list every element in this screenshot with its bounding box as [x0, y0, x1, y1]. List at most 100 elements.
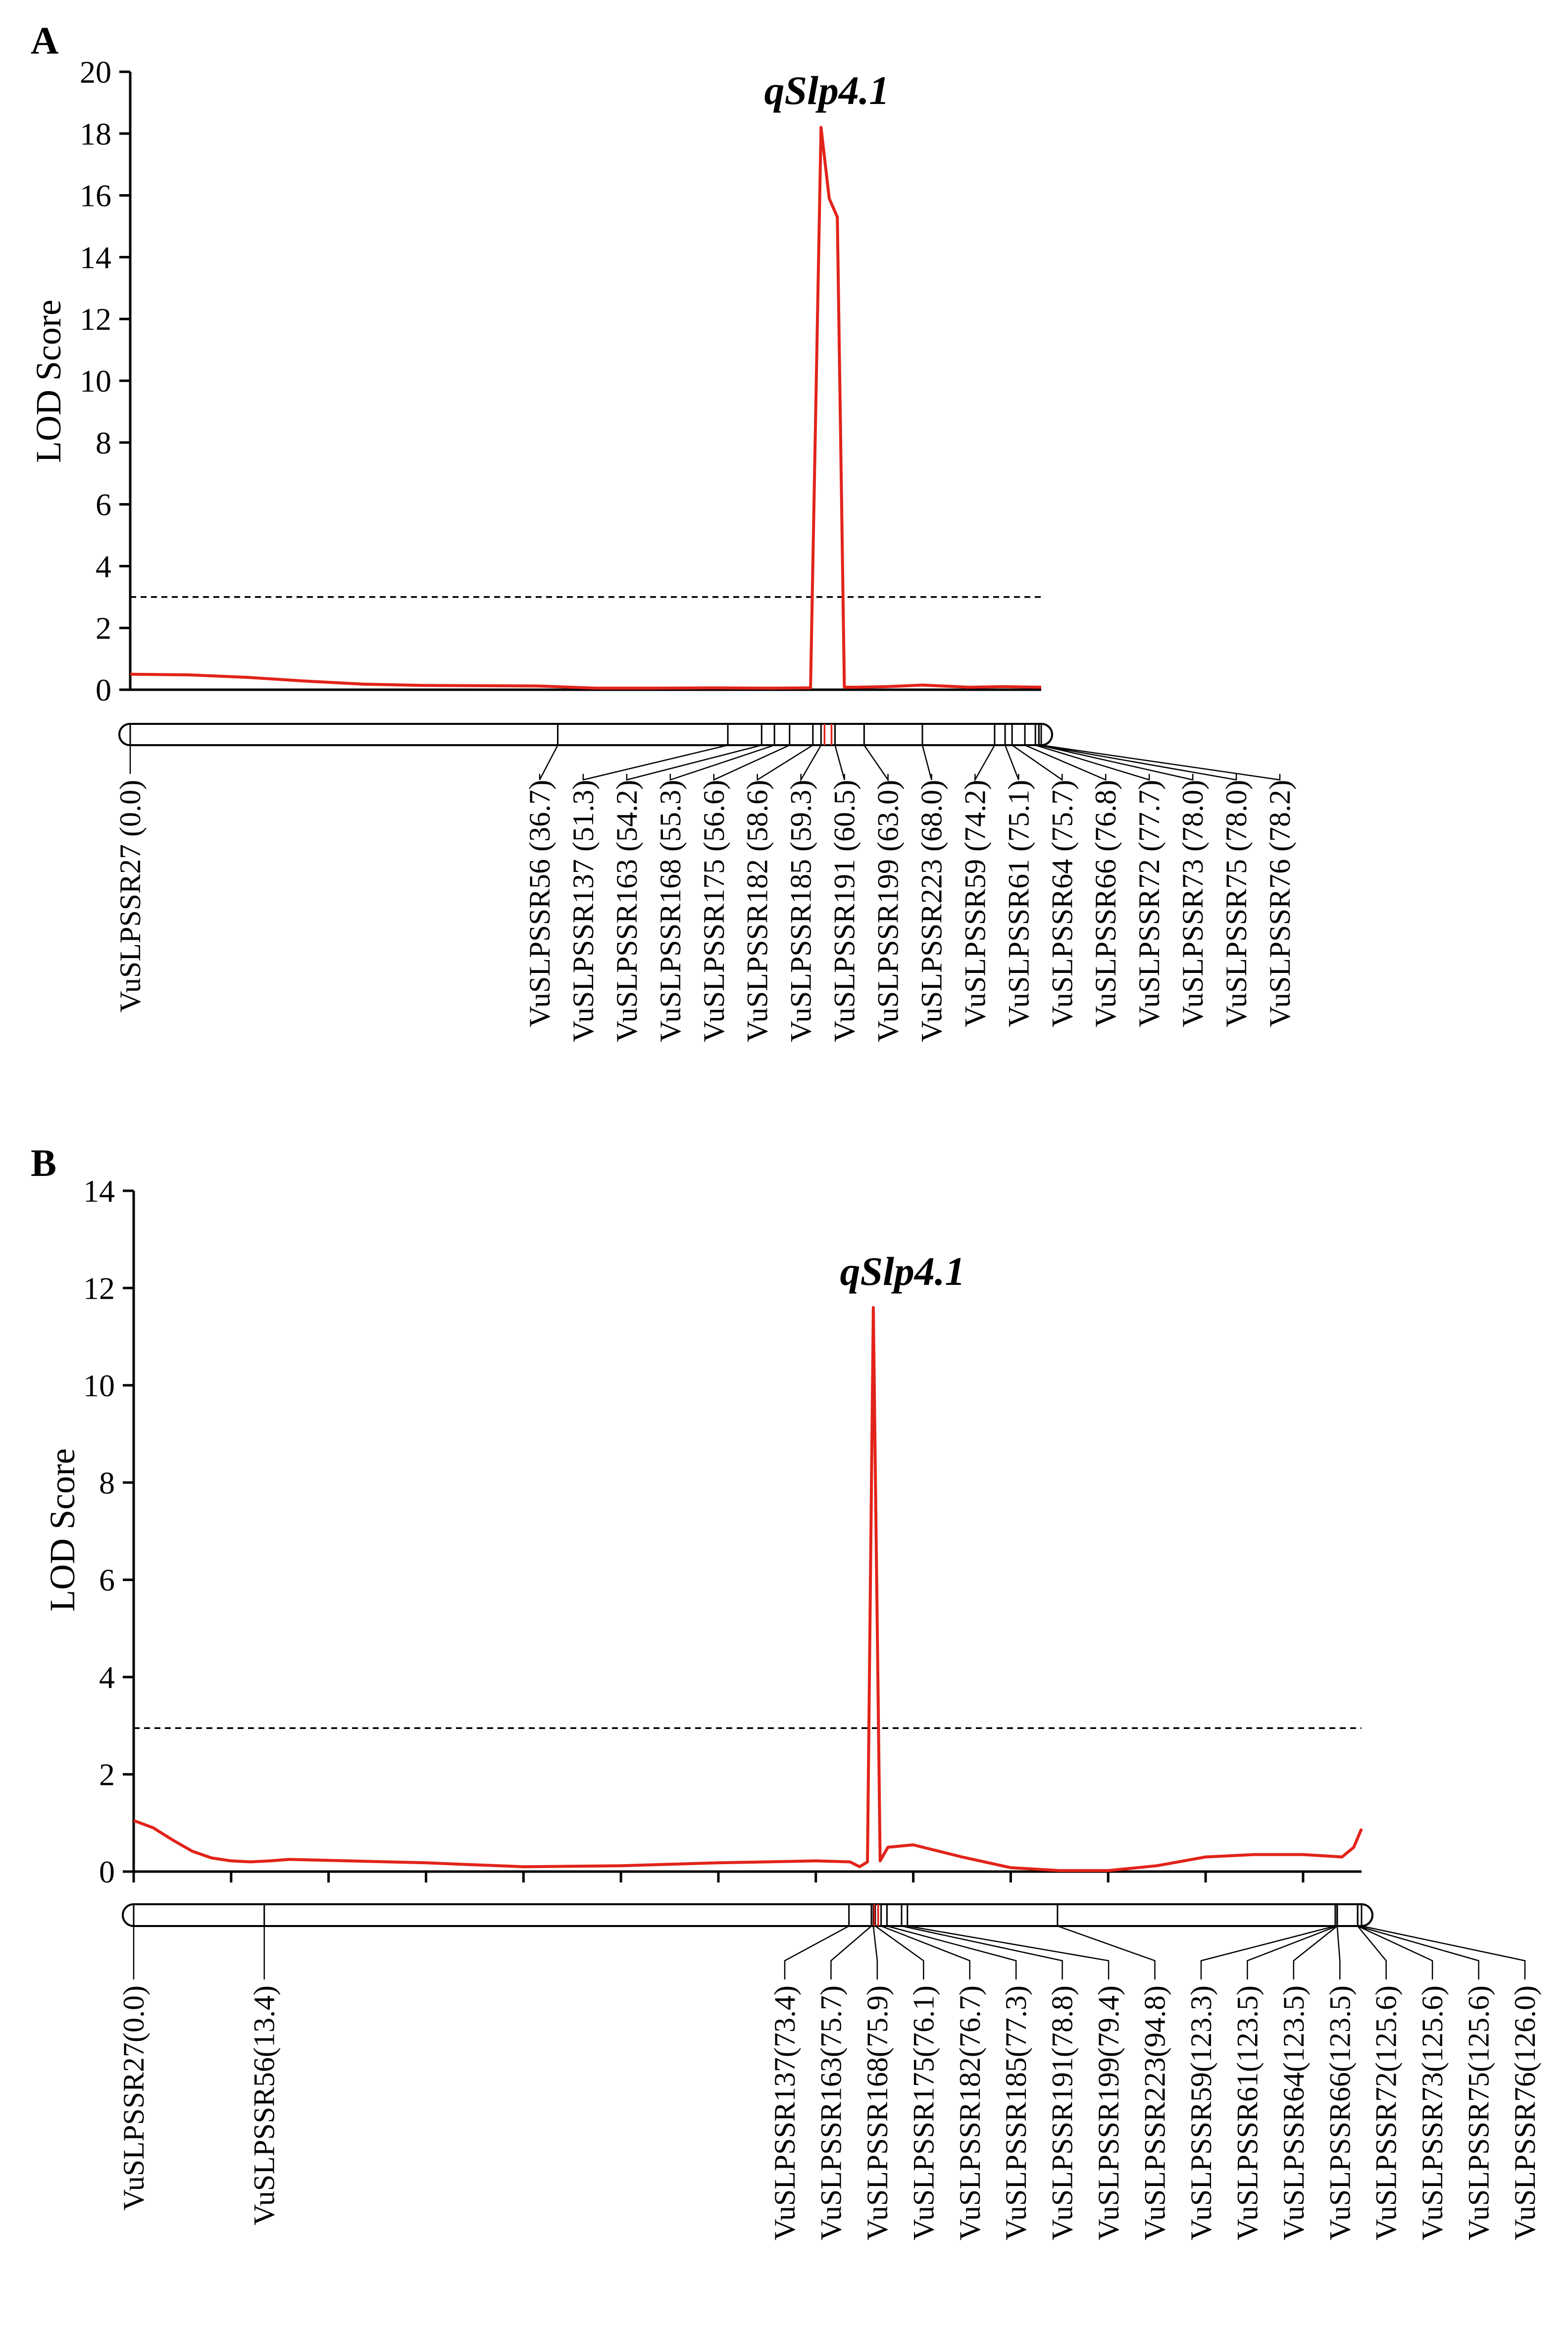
panel-a-marker-leader: [713, 744, 790, 781]
panel-a-lod-point: [303, 680, 306, 683]
panel-a-marker-leader: [757, 744, 813, 781]
panel-b-y-tick-label: 10: [83, 1368, 115, 1403]
panel-a-lod-point: [478, 684, 481, 687]
panel-a-marker-label: VuSLPSSR223 (68.0): [915, 780, 948, 1042]
panel-a-chromosome-bar: [118, 723, 1053, 746]
panel-b-marker-leader: [830, 1926, 872, 1980]
panel-a-lod-point: [921, 684, 924, 687]
panel-a-marker-leader: [539, 745, 558, 780]
panel-a-marker-leader: [1004, 745, 1019, 780]
panel-a-marker-label: VuSLPSSR59 (74.2): [959, 780, 991, 1027]
panel-b-lod-point: [1352, 1846, 1355, 1849]
panel-a-lod-point: [129, 673, 132, 676]
panel-a-lod-point: [187, 673, 190, 676]
panel-a-marker-label: VuSLPSSR163 (54.2): [610, 780, 643, 1042]
panel-a-y-tick-label: 8: [96, 425, 111, 460]
panel-a-marker-leader: [1041, 744, 1281, 781]
panel-b-lod-point: [1009, 1866, 1012, 1869]
panel-b-y-tick-label: 6: [99, 1563, 115, 1598]
panel-a-lod-point: [1040, 686, 1043, 689]
panel-a-y-tick-label: 18: [80, 116, 111, 152]
panel-b-y-tick-label: 8: [99, 1465, 115, 1500]
panel-a-lod-point: [420, 684, 423, 687]
panel-b-marker-leader: [1247, 1925, 1338, 1980]
panel-b-lod-point: [327, 1859, 330, 1862]
panel-b-lod-point: [1156, 1864, 1159, 1867]
panel-a-y-tick-label: 2: [96, 610, 111, 646]
panel-a-lod-point: [653, 687, 656, 690]
panel-b-marker-leader: [875, 1925, 924, 1980]
panel-b-marker-leader: [901, 1925, 1063, 1980]
panel-b-lod-point: [288, 1858, 291, 1861]
panel-a-marker-leader: [974, 745, 995, 782]
panel-b-lod-point: [1253, 1853, 1256, 1856]
panel-b-marker-label: VuSLPSSR163(75.7): [814, 1985, 847, 2240]
panel-a-marker-leader: [1035, 744, 1150, 781]
panel-b-marker-label: VuSLPSSR66(123.5): [1323, 1985, 1356, 2240]
panel-b-y-tick-label: 4: [99, 1660, 115, 1695]
panel-b-lod-point: [230, 1859, 233, 1862]
panel-b-marker-label: VuSLPSSR223(94.8): [1139, 1985, 1171, 2240]
panel-b-y-tick-label: 12: [83, 1270, 115, 1306]
panel-a-marker-label: VuSLPSSR175 (56.6): [698, 780, 730, 1042]
panel-a-lod-point: [362, 683, 365, 686]
panel-b-y-axis-label: LOD Score: [43, 1448, 82, 1612]
panel-b-lod-point: [849, 1860, 852, 1863]
panel-b-lod-point: [866, 1860, 869, 1863]
panel-b-qtl-label: qSlp4.1: [840, 1249, 965, 1294]
panel-a-y-tick-label: 6: [96, 487, 111, 522]
panel-a-marker-leader: [863, 745, 889, 782]
panel-b-marker-label: VuSLPSSR168(75.9): [861, 1985, 894, 2240]
panel-b-marker-label: VuSLPSSR64(123.5): [1277, 1985, 1310, 2240]
panel-b-marker-label: VuSLPSSR199(79.4): [1092, 1985, 1125, 2240]
panel-a-marker-label: VuSLPSSR61 (75.1): [1002, 780, 1035, 1027]
panel-b-marker-label: VuSLPSSR72(125.6): [1370, 1985, 1403, 2240]
panel-b-marker-label: VuSLPSSR56(13.4): [248, 1985, 281, 2226]
panel-a-marker-label: VuSLPSSR76 (78.2): [1264, 780, 1296, 1027]
panel-a-y-tick-label: 16: [80, 178, 111, 213]
panel-a-lod-point: [1003, 685, 1006, 688]
panel-b-lod-point: [1360, 1828, 1363, 1830]
panel-a-marker-label: VuSLPSSR73 (78.0): [1176, 780, 1209, 1027]
panel-b-marker-leader: [887, 1925, 1017, 1980]
panel-b-lod-point: [132, 1819, 135, 1822]
panel-b-marker-label: VuSLPSSR59(123.3): [1185, 1985, 1217, 2240]
panel-b-lod-point: [249, 1860, 252, 1863]
panel-a-lod-point: [819, 126, 822, 129]
panel-a-letter: A: [31, 19, 58, 62]
panel-a-lod-point: [855, 686, 858, 689]
panel-b-marker-leader: [872, 1926, 878, 1980]
panel-b-y-tick-label: 14: [83, 1173, 115, 1209]
panel-a-y-tick-label: 10: [80, 363, 111, 399]
panel-a-marker-label: VuSLPSSR75 (78.0): [1220, 780, 1253, 1027]
panel-b-lod-point: [1107, 1869, 1110, 1872]
panel-b-marker-leader: [1200, 1925, 1336, 1980]
panel-b-marker-label: VuSLPSSR182(76.7): [954, 1985, 986, 2240]
panel-b-marker-label: VuSLPSSR75(125.6): [1463, 1985, 1495, 2240]
panel-a-marker-leader: [1012, 744, 1063, 781]
panel-a-y-tick-label: 0: [96, 672, 111, 708]
panel-a-lod-point: [843, 686, 846, 689]
panel-a-marker-label: VuSLPSSR66 (76.8): [1089, 780, 1122, 1027]
panel-b-lod-point: [424, 1861, 427, 1864]
panel-a-lod-curve: [130, 126, 1042, 690]
panel-a-marker-leader: [834, 745, 845, 780]
panel-b-lod-point: [1341, 1856, 1344, 1859]
panel-a-lod-point: [769, 687, 772, 690]
panel-a-marker-label: VuSLPSSR72 (77.7): [1133, 780, 1165, 1027]
panel-a-y-tick-label: 12: [80, 302, 111, 337]
panel-b-lod-point: [191, 1850, 194, 1853]
panel-b-lod-point: [171, 1838, 174, 1841]
panel-a-marker-label: VuSLPSSR185 (59.3): [785, 780, 817, 1042]
panel-b-marker-label: VuSLPSSR76(126.0): [1509, 1985, 1541, 2240]
panel-a-lod-point: [595, 687, 598, 690]
panel-a-marker-label: VuSLPSSR64 (75.7): [1046, 780, 1078, 1027]
panel-b-marker-label: VuSLPSSR175(76.1): [907, 1985, 940, 2240]
panel-b-lod-point: [912, 1843, 915, 1846]
panel-b-lod-point: [1204, 1856, 1207, 1859]
panel-b-marker-leader: [907, 1925, 1110, 1980]
panel-b-lod-point: [269, 1859, 272, 1862]
panel-a-marker-leader: [626, 744, 762, 781]
panel-a-y-tick-label: 4: [96, 549, 111, 584]
